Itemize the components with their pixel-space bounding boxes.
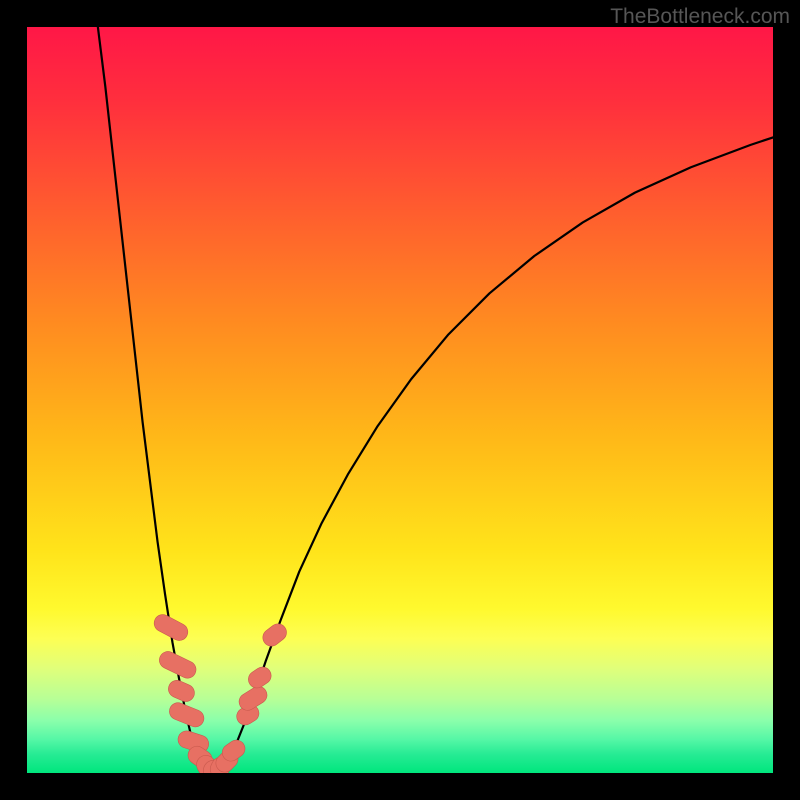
chart-frame <box>27 27 773 773</box>
watermark-text: TheBottleneck.com <box>610 5 790 29</box>
plot-svg <box>27 27 773 773</box>
plot-area <box>27 27 773 773</box>
gradient-background <box>27 27 773 773</box>
